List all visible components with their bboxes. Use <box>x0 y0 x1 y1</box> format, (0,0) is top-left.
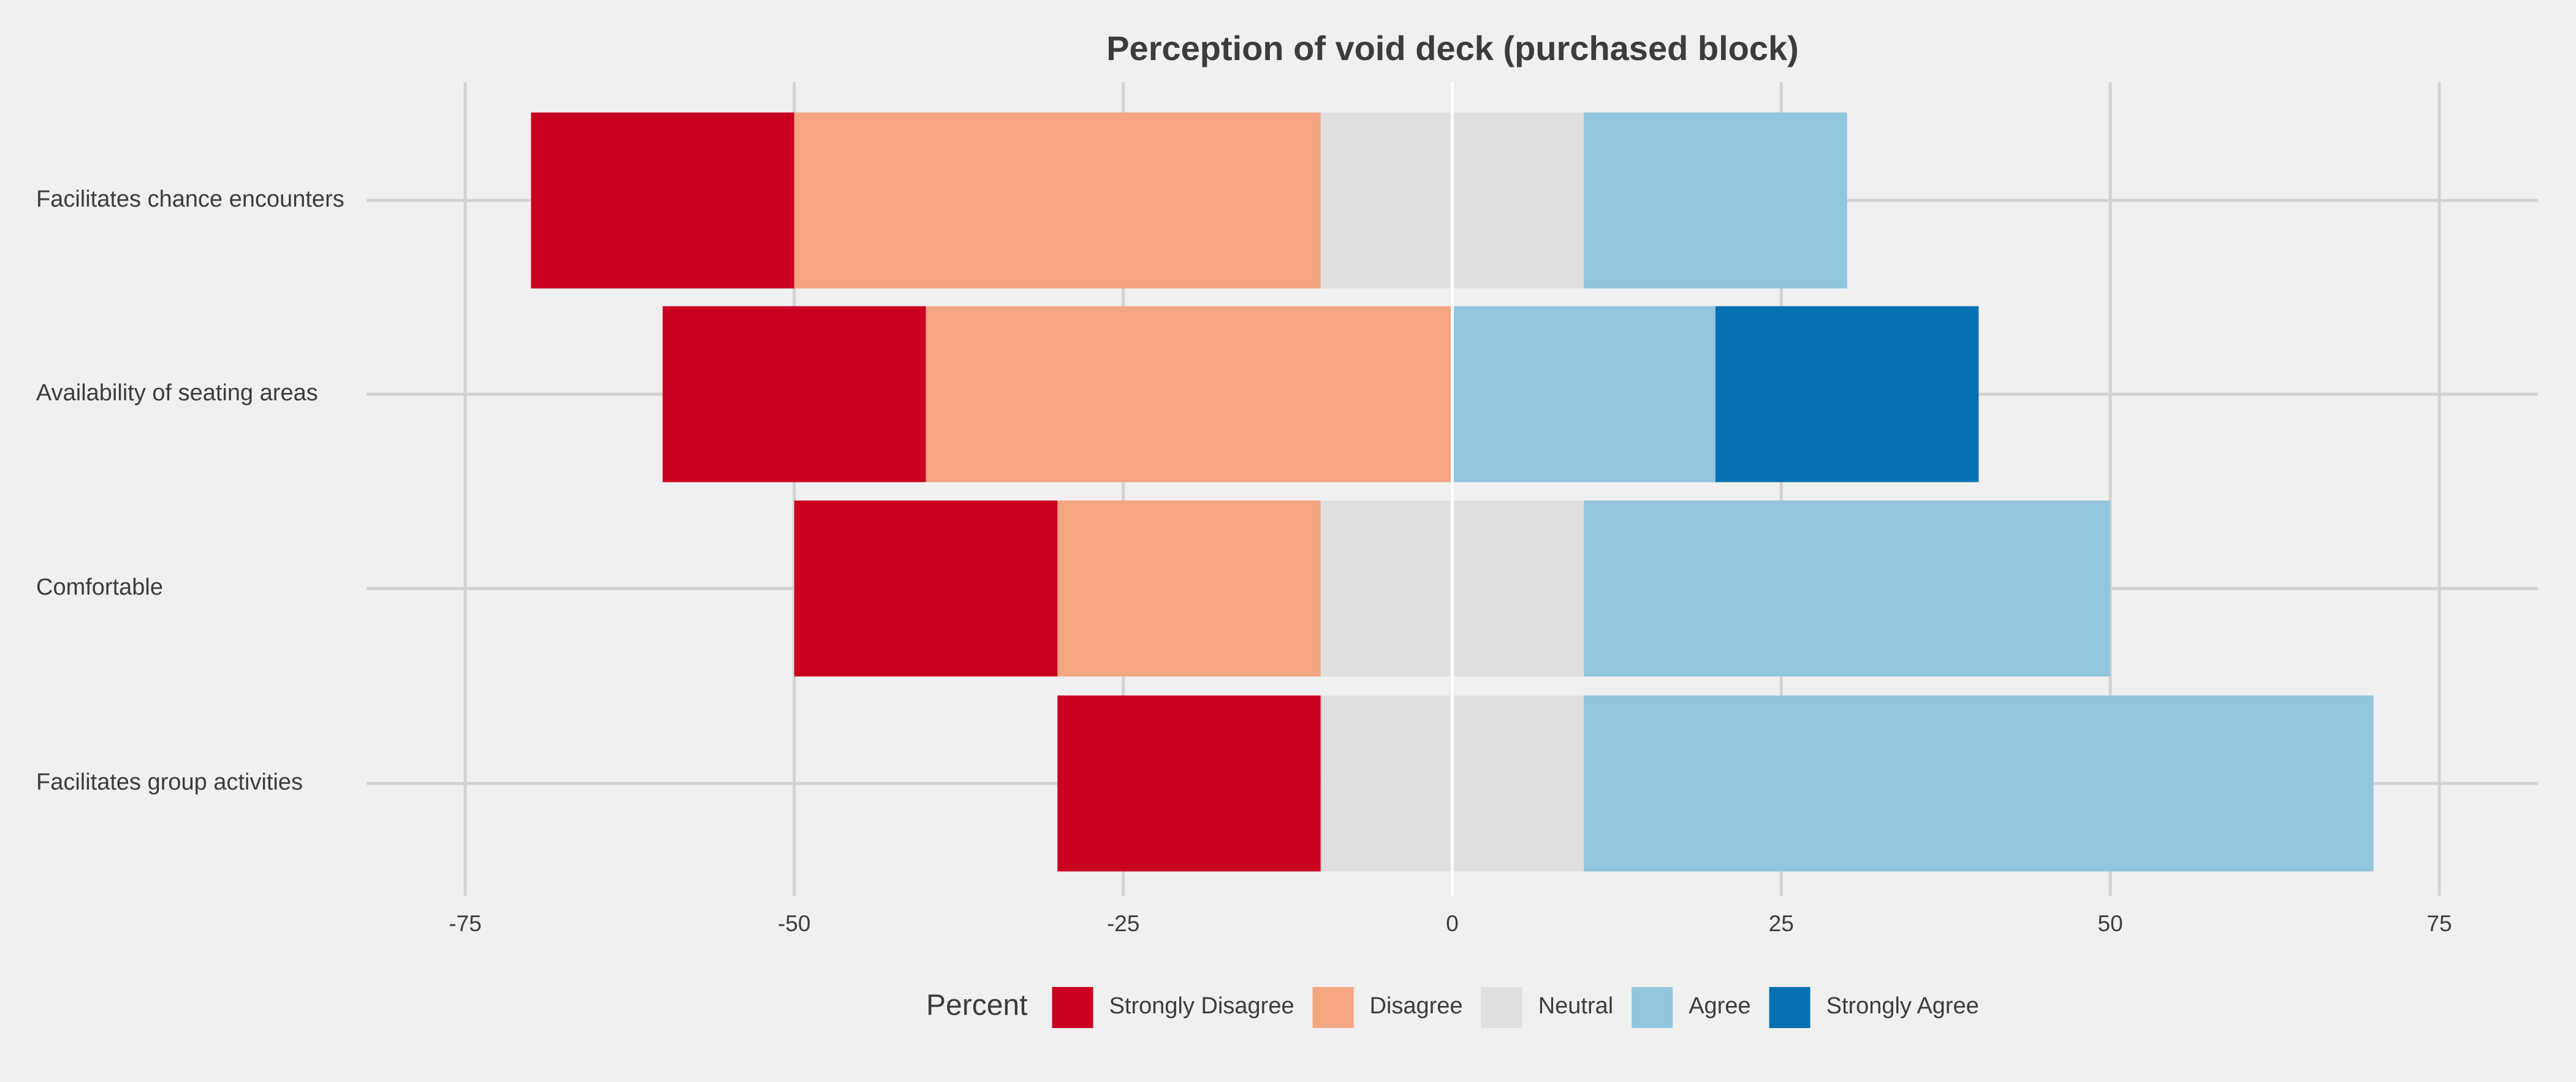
legend-label: Disagree <box>1370 993 1463 1019</box>
legend-title: Percent <box>926 989 1027 1022</box>
chart-title: Perception of void deck (purchased block… <box>1106 29 1799 67</box>
legend-label: Strongly Disagree <box>1109 993 1294 1019</box>
legend-label: Neutral <box>1538 993 1614 1019</box>
legend-key <box>1632 987 1673 1028</box>
x-tick-label: 25 <box>1769 911 1794 936</box>
bar <box>1715 306 1979 482</box>
bar <box>531 112 794 289</box>
y-tick-label: Availability of seating areas <box>36 380 318 406</box>
bar <box>1057 500 1321 677</box>
bar <box>1584 695 2374 872</box>
legend-key <box>1052 987 1093 1028</box>
legend-key <box>1769 987 1810 1028</box>
legend-label: Agree <box>1689 993 1750 1019</box>
y-tick-label: Facilitates chance encounters <box>36 186 344 212</box>
bar <box>1584 112 1847 289</box>
bar <box>794 500 1058 677</box>
bar <box>925 306 1453 482</box>
legend-key <box>1312 987 1354 1028</box>
x-tick-label: 0 <box>1446 911 1459 936</box>
x-tick-label: 75 <box>2426 911 2452 936</box>
x-tick-label: -75 <box>449 911 481 936</box>
bar <box>663 306 926 482</box>
legend-label: Strongly Agree <box>1826 993 1979 1019</box>
y-tick-label: Facilitates group activities <box>36 769 303 795</box>
bar <box>794 112 1321 289</box>
x-tick-label: 50 <box>2098 911 2123 936</box>
bar <box>1452 306 1715 482</box>
legend-key <box>1481 987 1522 1028</box>
x-tick-label: -50 <box>778 911 810 936</box>
bar <box>1057 695 1321 872</box>
x-tick-label: -25 <box>1107 911 1139 936</box>
bar <box>1584 500 2111 677</box>
y-tick-label: Comfortable <box>36 574 163 600</box>
